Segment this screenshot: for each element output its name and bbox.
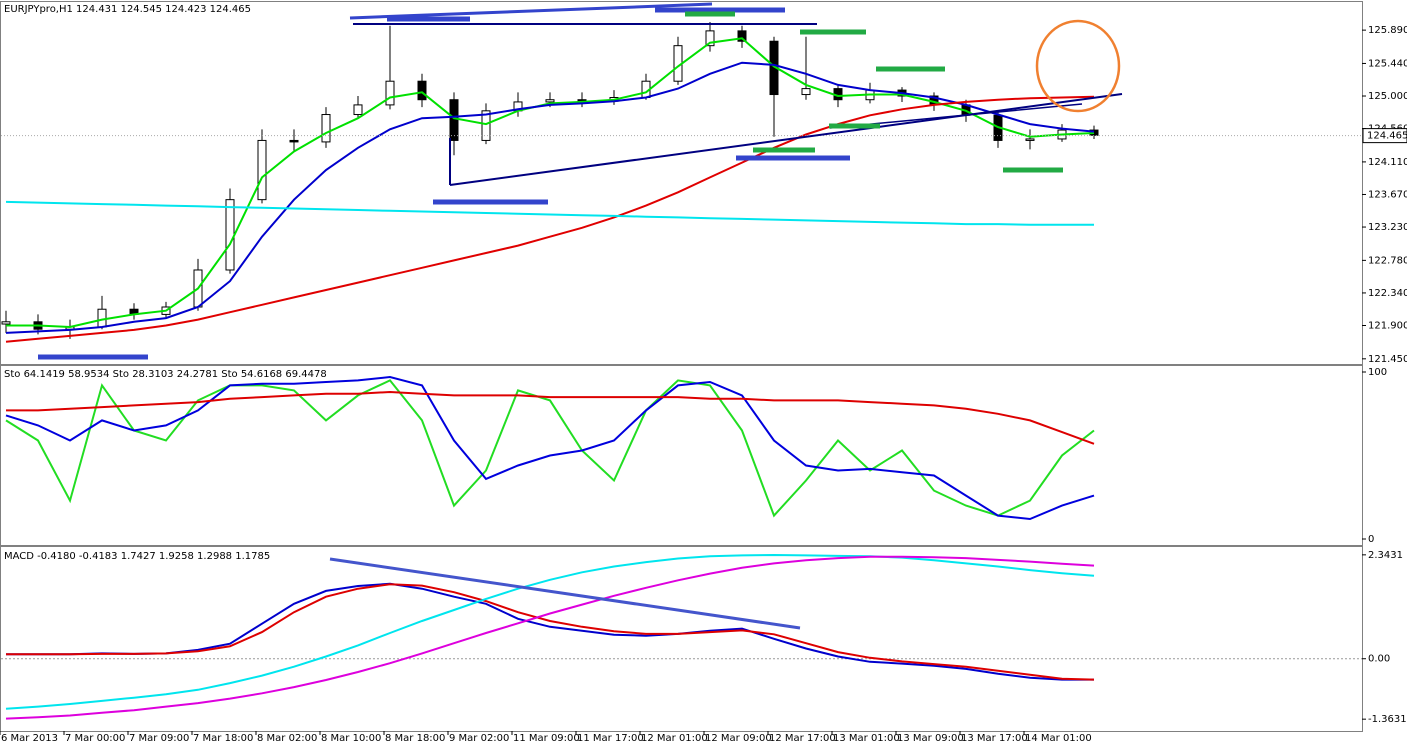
macd-title: MACD -0.4180 -0.4183 1.7427 1.9258 1.298… (4, 551, 270, 562)
trend-line (349, 2, 713, 20)
y-tick-label: 123.670 (1368, 189, 1407, 200)
drawn-objects (38, 2, 1123, 630)
series-line (5, 555, 1095, 720)
y-tick-label: 0 (1368, 534, 1374, 545)
candle-body (417, 80, 427, 101)
y-tick-label: 124.110 (1368, 157, 1407, 168)
x-tick-label: 12 Mar 09:00 (705, 733, 772, 744)
candle-body (385, 80, 395, 106)
x-tick-label: 6 Mar 2013 (1, 733, 58, 744)
x-tick-label: 11 Mar 17:00 (577, 733, 644, 744)
highlight-ellipse (1035, 19, 1121, 113)
x-tick-label: 8 Mar 18:00 (385, 733, 445, 744)
y-tick-label: 122.340 (1368, 288, 1407, 299)
x-tick-label: 9 Mar 02:00 (449, 733, 509, 744)
chart-title: EURJPYpro,H1 124.431 124.545 124.423 124… (4, 4, 251, 15)
candle-body (481, 110, 491, 141)
y-tick-label: 121.900 (1368, 321, 1407, 332)
candle-body (289, 139, 299, 143)
y-tick-label: 2.3431 (1368, 550, 1403, 561)
x-tick-label: 11 Mar 09:00 (513, 733, 580, 744)
y-tick-label: 123.230 (1368, 222, 1407, 233)
candle-body (1, 321, 11, 325)
x-tick-label: 7 Mar 18:00 (193, 733, 253, 744)
main-pane-frame (0, 1, 1363, 365)
series-line (5, 95, 1095, 343)
candle-body (257, 139, 267, 201)
y-tick-label: 0.00 (1368, 654, 1390, 665)
series-line (5, 379, 1095, 518)
candle-body (545, 99, 555, 103)
stochastic-title: Sto 64.1419 58.9534 Sto 28.3103 24.2781 … (4, 369, 327, 380)
candle-body (705, 30, 715, 47)
x-tick-label: 12 Mar 17:00 (769, 733, 836, 744)
x-tick-label: 8 Mar 10:00 (321, 733, 381, 744)
x-tick-label: 13 Mar 01:00 (833, 733, 900, 744)
x-tick-label: 7 Mar 00:00 (65, 733, 125, 744)
y-tick-label: 125.440 (1368, 58, 1407, 69)
candle-body (801, 88, 811, 96)
divergence-line (329, 557, 801, 630)
candle-body (321, 114, 331, 143)
y-tick-label: -1.3631 (1368, 714, 1407, 725)
x-tick-label: 14 Mar 01:00 (1025, 733, 1092, 744)
y-tick-label: 100 (1368, 367, 1387, 378)
x-tick-label: 8 Mar 02:00 (257, 733, 317, 744)
candle-body (449, 99, 459, 141)
y-tick-label: 125.890 (1368, 25, 1407, 36)
candle-body (1025, 138, 1035, 141)
x-tick-label: 12 Mar 01:00 (641, 733, 708, 744)
candle-body (225, 199, 235, 271)
series-line (5, 553, 1095, 710)
stochastic-pane-frame (0, 365, 1363, 546)
series-line (5, 375, 1095, 521)
candle-body (737, 30, 747, 42)
y-tick-label: 125.000 (1368, 91, 1407, 102)
macd-pane-frame (0, 546, 1363, 732)
x-tick-label: 7 Mar 09:00 (129, 733, 189, 744)
last-price-label: 124.465 (1367, 131, 1407, 142)
series-line (6, 37, 1095, 329)
x-tick-label: 13 Mar 09:00 (897, 733, 964, 744)
candle-body (353, 104, 363, 116)
last-price-box (1362, 128, 1407, 144)
series-line (6, 390, 1095, 445)
series-line (5, 61, 1095, 334)
y-tick-label: 122.780 (1368, 255, 1407, 266)
x-tick-label: 13 Mar 17:00 (961, 733, 1028, 744)
series-line (6, 583, 1095, 681)
y-tick-label: 121.450 (1368, 354, 1407, 365)
series-line (5, 200, 1094, 226)
candle-body (97, 308, 107, 328)
trend-line (449, 93, 1123, 186)
